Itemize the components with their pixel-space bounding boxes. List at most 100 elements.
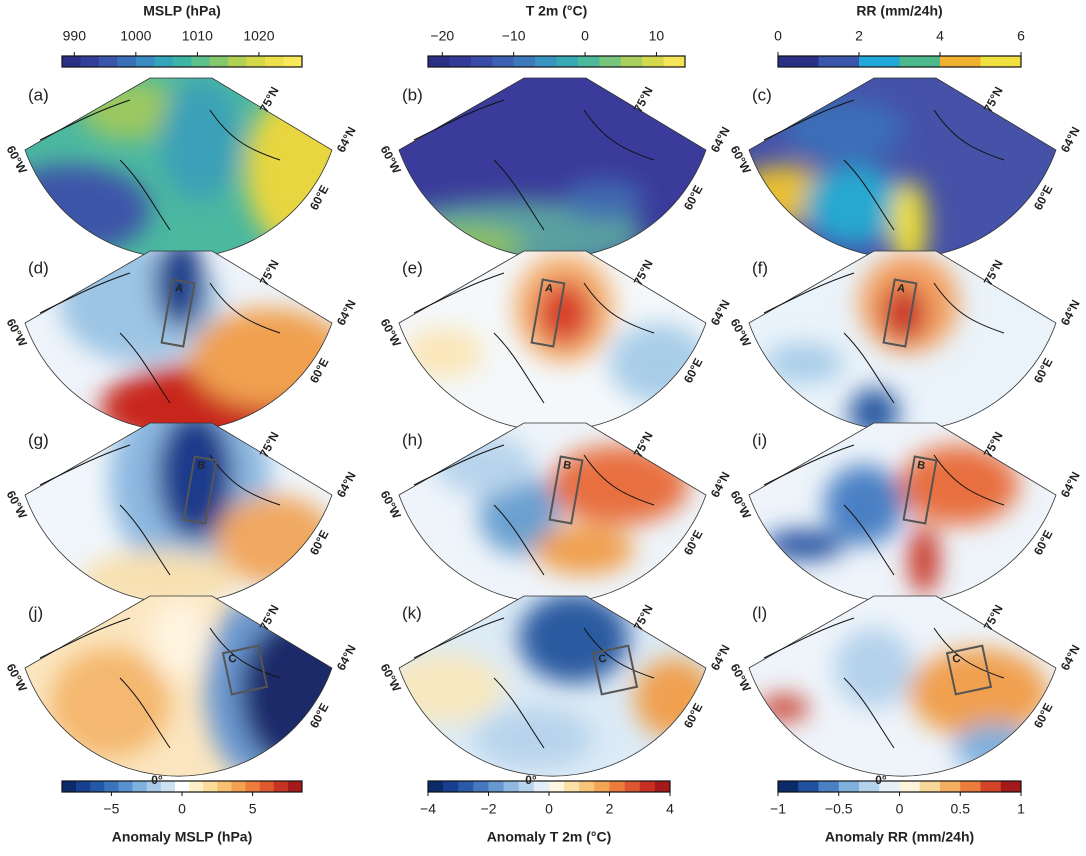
lat-label: 75°N <box>981 257 1006 287</box>
colorbar-segment <box>428 56 450 67</box>
colorbar-segment <box>203 781 217 792</box>
map-panel: (f)75°N64°N60°W60°E0°A <box>724 233 1084 443</box>
panel-label: (c) <box>752 85 772 104</box>
colorbar-tick-label: 2 <box>855 28 863 44</box>
colorbar: −505Anomaly MSLP (hPa) <box>62 781 302 845</box>
colorbar-tick-label: −0.5 <box>825 801 853 817</box>
panel-label: (f) <box>752 258 768 277</box>
colorbar-segment <box>80 56 99 67</box>
colorbar-segment <box>247 56 266 67</box>
colorbar-segment <box>189 781 203 792</box>
colorbar-segment <box>274 781 288 792</box>
colorbar-tick-label: 990 <box>63 28 87 44</box>
colorbar-segment <box>900 781 921 792</box>
colorbar: −4−2024Anomaly T 2m (°C) <box>420 781 674 845</box>
lon-label: 60°W <box>728 661 755 694</box>
lon-label: 60°W <box>4 488 31 521</box>
lat-label: 75°N <box>257 429 282 459</box>
colorbar-tick-label: −2 <box>481 801 497 817</box>
map-field <box>0 578 370 788</box>
field-blob <box>804 165 904 245</box>
colorbar-segment <box>231 781 245 792</box>
colorbar-tick-label: 0 <box>545 801 553 817</box>
lat-label: 75°N <box>257 602 282 632</box>
lon-label: 60°W <box>378 143 405 176</box>
colorbar-segment <box>514 56 536 67</box>
colorbar-segment <box>819 781 840 792</box>
field-blob <box>764 530 844 560</box>
map-panel: (l)75°N64°N60°W60°E0°C <box>724 578 1084 788</box>
colorbar-tick-label: 0 <box>774 28 782 44</box>
colorbar-segment <box>90 781 104 792</box>
colorbar-segment <box>655 781 670 792</box>
field-blob <box>764 343 844 383</box>
colorbar-segment <box>625 781 640 792</box>
colorbar-tick-label: 1000 <box>120 28 151 44</box>
panel-label: (l) <box>752 603 767 622</box>
colorbar-segment <box>839 781 860 792</box>
field-blob <box>909 648 1049 738</box>
field-blob <box>834 628 914 708</box>
lat-label: 64°N <box>1058 124 1083 154</box>
field-blob <box>824 465 904 545</box>
lat-label: 64°N <box>1058 297 1083 327</box>
map-panel: (i)75°N64°N60°W60°E0°B <box>724 405 1084 615</box>
panel-label: (g) <box>28 430 49 449</box>
map-panel: (e)75°N64°N60°W60°E0°A <box>374 233 734 443</box>
colorbar-tick-label: 2 <box>606 801 614 817</box>
colorbar-tick-label: −4 <box>420 801 436 817</box>
lat-label: 75°N <box>631 257 656 287</box>
map-panel: (k)75°N64°N60°W60°E0°C <box>374 578 734 788</box>
colorbar-segment <box>920 781 941 792</box>
colorbar-segment <box>859 56 900 67</box>
colorbar-segment <box>610 781 625 792</box>
map-field <box>374 578 734 788</box>
lat-label: 64°N <box>1058 469 1083 499</box>
colorbar-segment <box>940 781 961 792</box>
colorbar-segment <box>504 781 519 792</box>
colorbar-segment <box>594 781 609 792</box>
colorbar-segment <box>819 56 860 67</box>
lat-label: 64°N <box>334 124 359 154</box>
field-blob <box>245 90 355 250</box>
colorbar-segment <box>473 781 488 792</box>
colorbar-tick-label: 1 <box>1017 801 1025 817</box>
lon-label: 0° <box>525 773 537 787</box>
colorbar-segment <box>564 781 579 792</box>
map-field <box>724 60 1084 270</box>
colorbar-segment <box>62 781 76 792</box>
lat-label: 64°N <box>334 642 359 672</box>
lat-label: 75°N <box>257 257 282 287</box>
lon-label: 60°W <box>4 143 31 176</box>
colorbar-segment <box>175 781 189 792</box>
colorbar-segment <box>265 56 284 67</box>
field-blob <box>190 308 350 408</box>
colorbar-title: RR (mm/24h) <box>856 3 942 19</box>
panel-label: (b) <box>402 85 423 104</box>
map-field <box>0 233 360 453</box>
colorbar-segment <box>940 56 981 67</box>
colorbar-segment <box>99 56 118 67</box>
colorbar-title: Anomaly RR (mm/24h) <box>825 829 974 845</box>
field-blob <box>564 180 644 220</box>
colorbar-segment <box>260 781 274 792</box>
lat-label: 75°N <box>257 84 282 114</box>
map-shading <box>60 238 350 453</box>
lat-label: 64°N <box>1058 642 1083 672</box>
colorbar-segment <box>778 781 799 792</box>
colorbar-segment <box>640 781 655 792</box>
map-field <box>724 405 1084 615</box>
colorbar-segment <box>599 56 621 67</box>
colorbar-title: Anomaly MSLP (hPa) <box>112 829 253 845</box>
colorbar-segment <box>154 56 173 67</box>
colorbar-tick-label: 5 <box>249 801 257 817</box>
panel-label: (d) <box>28 258 49 277</box>
panel-label: (i) <box>752 430 767 449</box>
map-field <box>724 578 1084 788</box>
colorbar-tick-label: −10 <box>502 28 526 44</box>
colorbar-segment <box>133 781 147 792</box>
colorbar-tick-label: 0 <box>896 801 904 817</box>
field-blob <box>549 445 689 525</box>
